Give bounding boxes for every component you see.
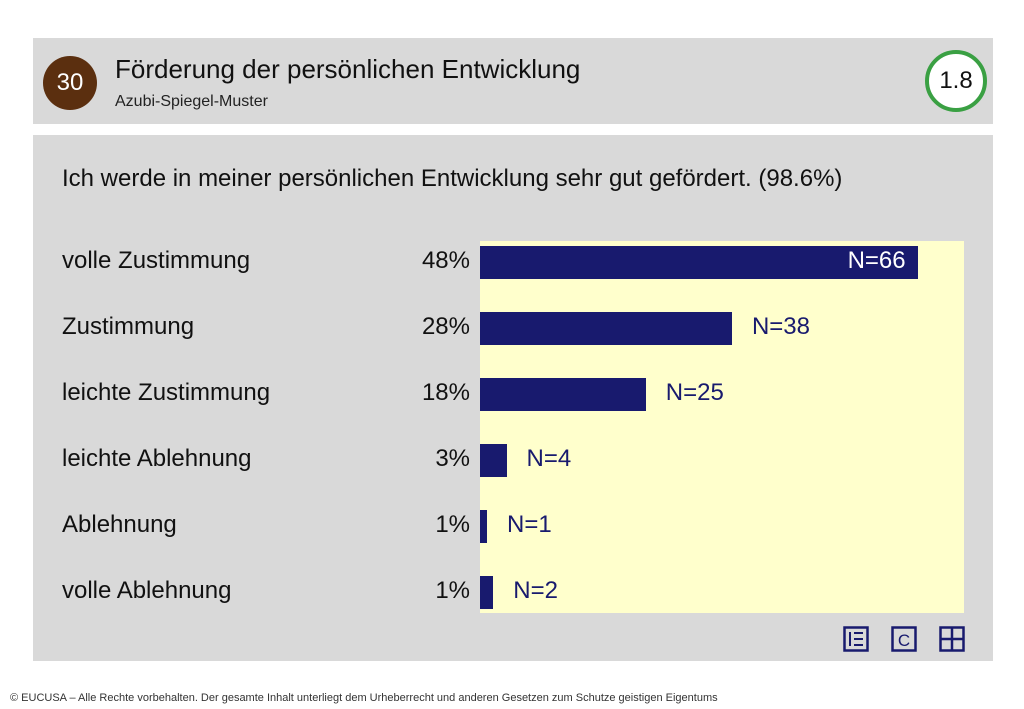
header-bar — [33, 38, 993, 124]
slide-number-badge: 30 — [43, 56, 97, 110]
list-icon[interactable] — [843, 626, 869, 652]
percent-label: 48% — [421, 247, 470, 274]
bar — [480, 311, 732, 345]
bar — [480, 377, 646, 411]
percent-label: 28% — [421, 313, 470, 340]
percent-label: 3% — [435, 445, 470, 472]
n-label: N=66 — [847, 247, 906, 274]
bar — [480, 245, 918, 279]
page-subtitle: Azubi-Spiegel-Muster — [115, 93, 268, 110]
category-label: leichte Zustimmung — [62, 379, 271, 406]
n-label: N=38 — [751, 313, 810, 340]
grid-icon[interactable] — [939, 626, 965, 652]
plot-area — [480, 241, 964, 613]
n-label: N=2 — [513, 577, 558, 604]
c-icon[interactable]: C — [891, 626, 917, 652]
category-label: volle Zustimmung — [62, 247, 251, 274]
percent-label: 1% — [435, 511, 470, 538]
copyright-footer: © EUCUSA – Alle Rechte vorbehalten. Der … — [10, 692, 718, 704]
category-label: Zustimmung — [62, 313, 195, 340]
category-label: leichte Ablehnung — [62, 445, 252, 472]
percent-label: 18% — [421, 379, 470, 406]
bar — [480, 443, 507, 477]
svg-text:C: C — [898, 631, 910, 650]
n-label: N=1 — [507, 511, 552, 538]
bar — [480, 509, 487, 543]
page-title: Förderung der persönlichen Entwicklung — [115, 54, 581, 84]
category-label: Ablehnung — [62, 511, 177, 538]
n-label: N=25 — [665, 379, 724, 406]
bar — [480, 575, 494, 609]
score-badge: 1.8 — [925, 50, 987, 112]
n-label: N=4 — [526, 445, 572, 472]
category-label: volle Ablehnung — [62, 577, 232, 604]
percent-label: 1% — [435, 577, 470, 604]
question-text: Ich werde in meiner persönlichen Entwick… — [62, 165, 843, 192]
